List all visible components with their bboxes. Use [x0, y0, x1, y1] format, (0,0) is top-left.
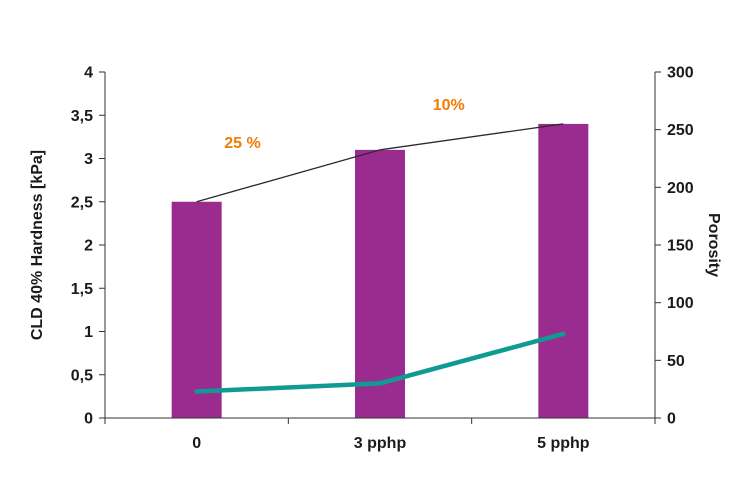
left-tick-label: 1 [84, 324, 93, 341]
left-tick-label: 0 [84, 411, 93, 428]
x-tick-label: 0 [192, 435, 201, 452]
left-tick-label: 2 [84, 238, 93, 255]
left-tick-label: 0,5 [71, 367, 93, 384]
hardness-bar [355, 149, 405, 418]
left-tick-label: 2,5 [71, 194, 93, 211]
hardness-bar [171, 201, 222, 418]
right-tick-label: 50 [667, 353, 685, 370]
percent-annotation: 25 % [224, 135, 260, 152]
right-tick-label: 300 [667, 65, 694, 82]
left-tick-label: 3,5 [71, 108, 93, 125]
x-tick-label: 3 pphp [354, 435, 407, 452]
right-axis-title: Porosity [705, 212, 722, 278]
x-tick-label: 5 pphp [537, 435, 590, 452]
left-tick-label: 1,5 [71, 281, 93, 298]
percent-annotation: 10% [433, 97, 465, 114]
hardness-bar [538, 123, 589, 419]
right-tick-label: 0 [667, 411, 676, 428]
left-axis-title: CLD 40% Hardness [kPa] [29, 149, 46, 341]
right-tick-label: 150 [667, 238, 694, 255]
porosity-line [194, 331, 566, 394]
left-tick-label: 3 [84, 151, 93, 168]
hardness-trend-line [196, 123, 564, 203]
right-tick-label: 250 [667, 122, 694, 139]
right-tick-label: 200 [667, 180, 694, 197]
left-tick-label: 4 [84, 65, 93, 82]
right-tick-label: 100 [667, 295, 694, 312]
